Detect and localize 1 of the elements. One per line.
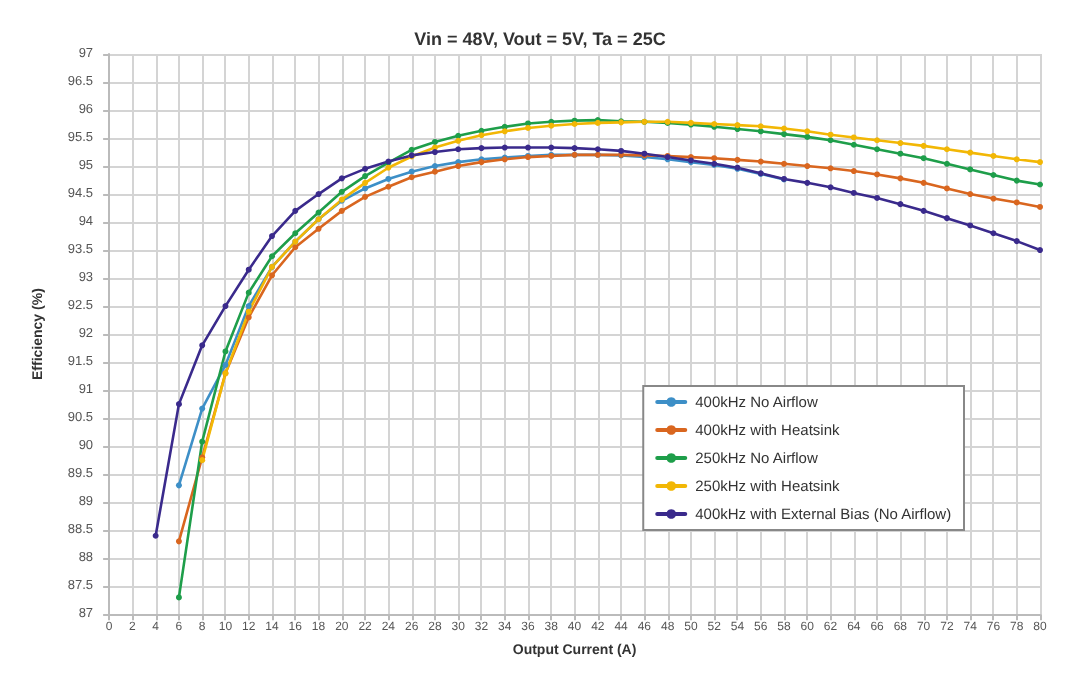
chart-title: Vin = 48V, Vout = 5V, Ta = 25C <box>414 29 667 49</box>
